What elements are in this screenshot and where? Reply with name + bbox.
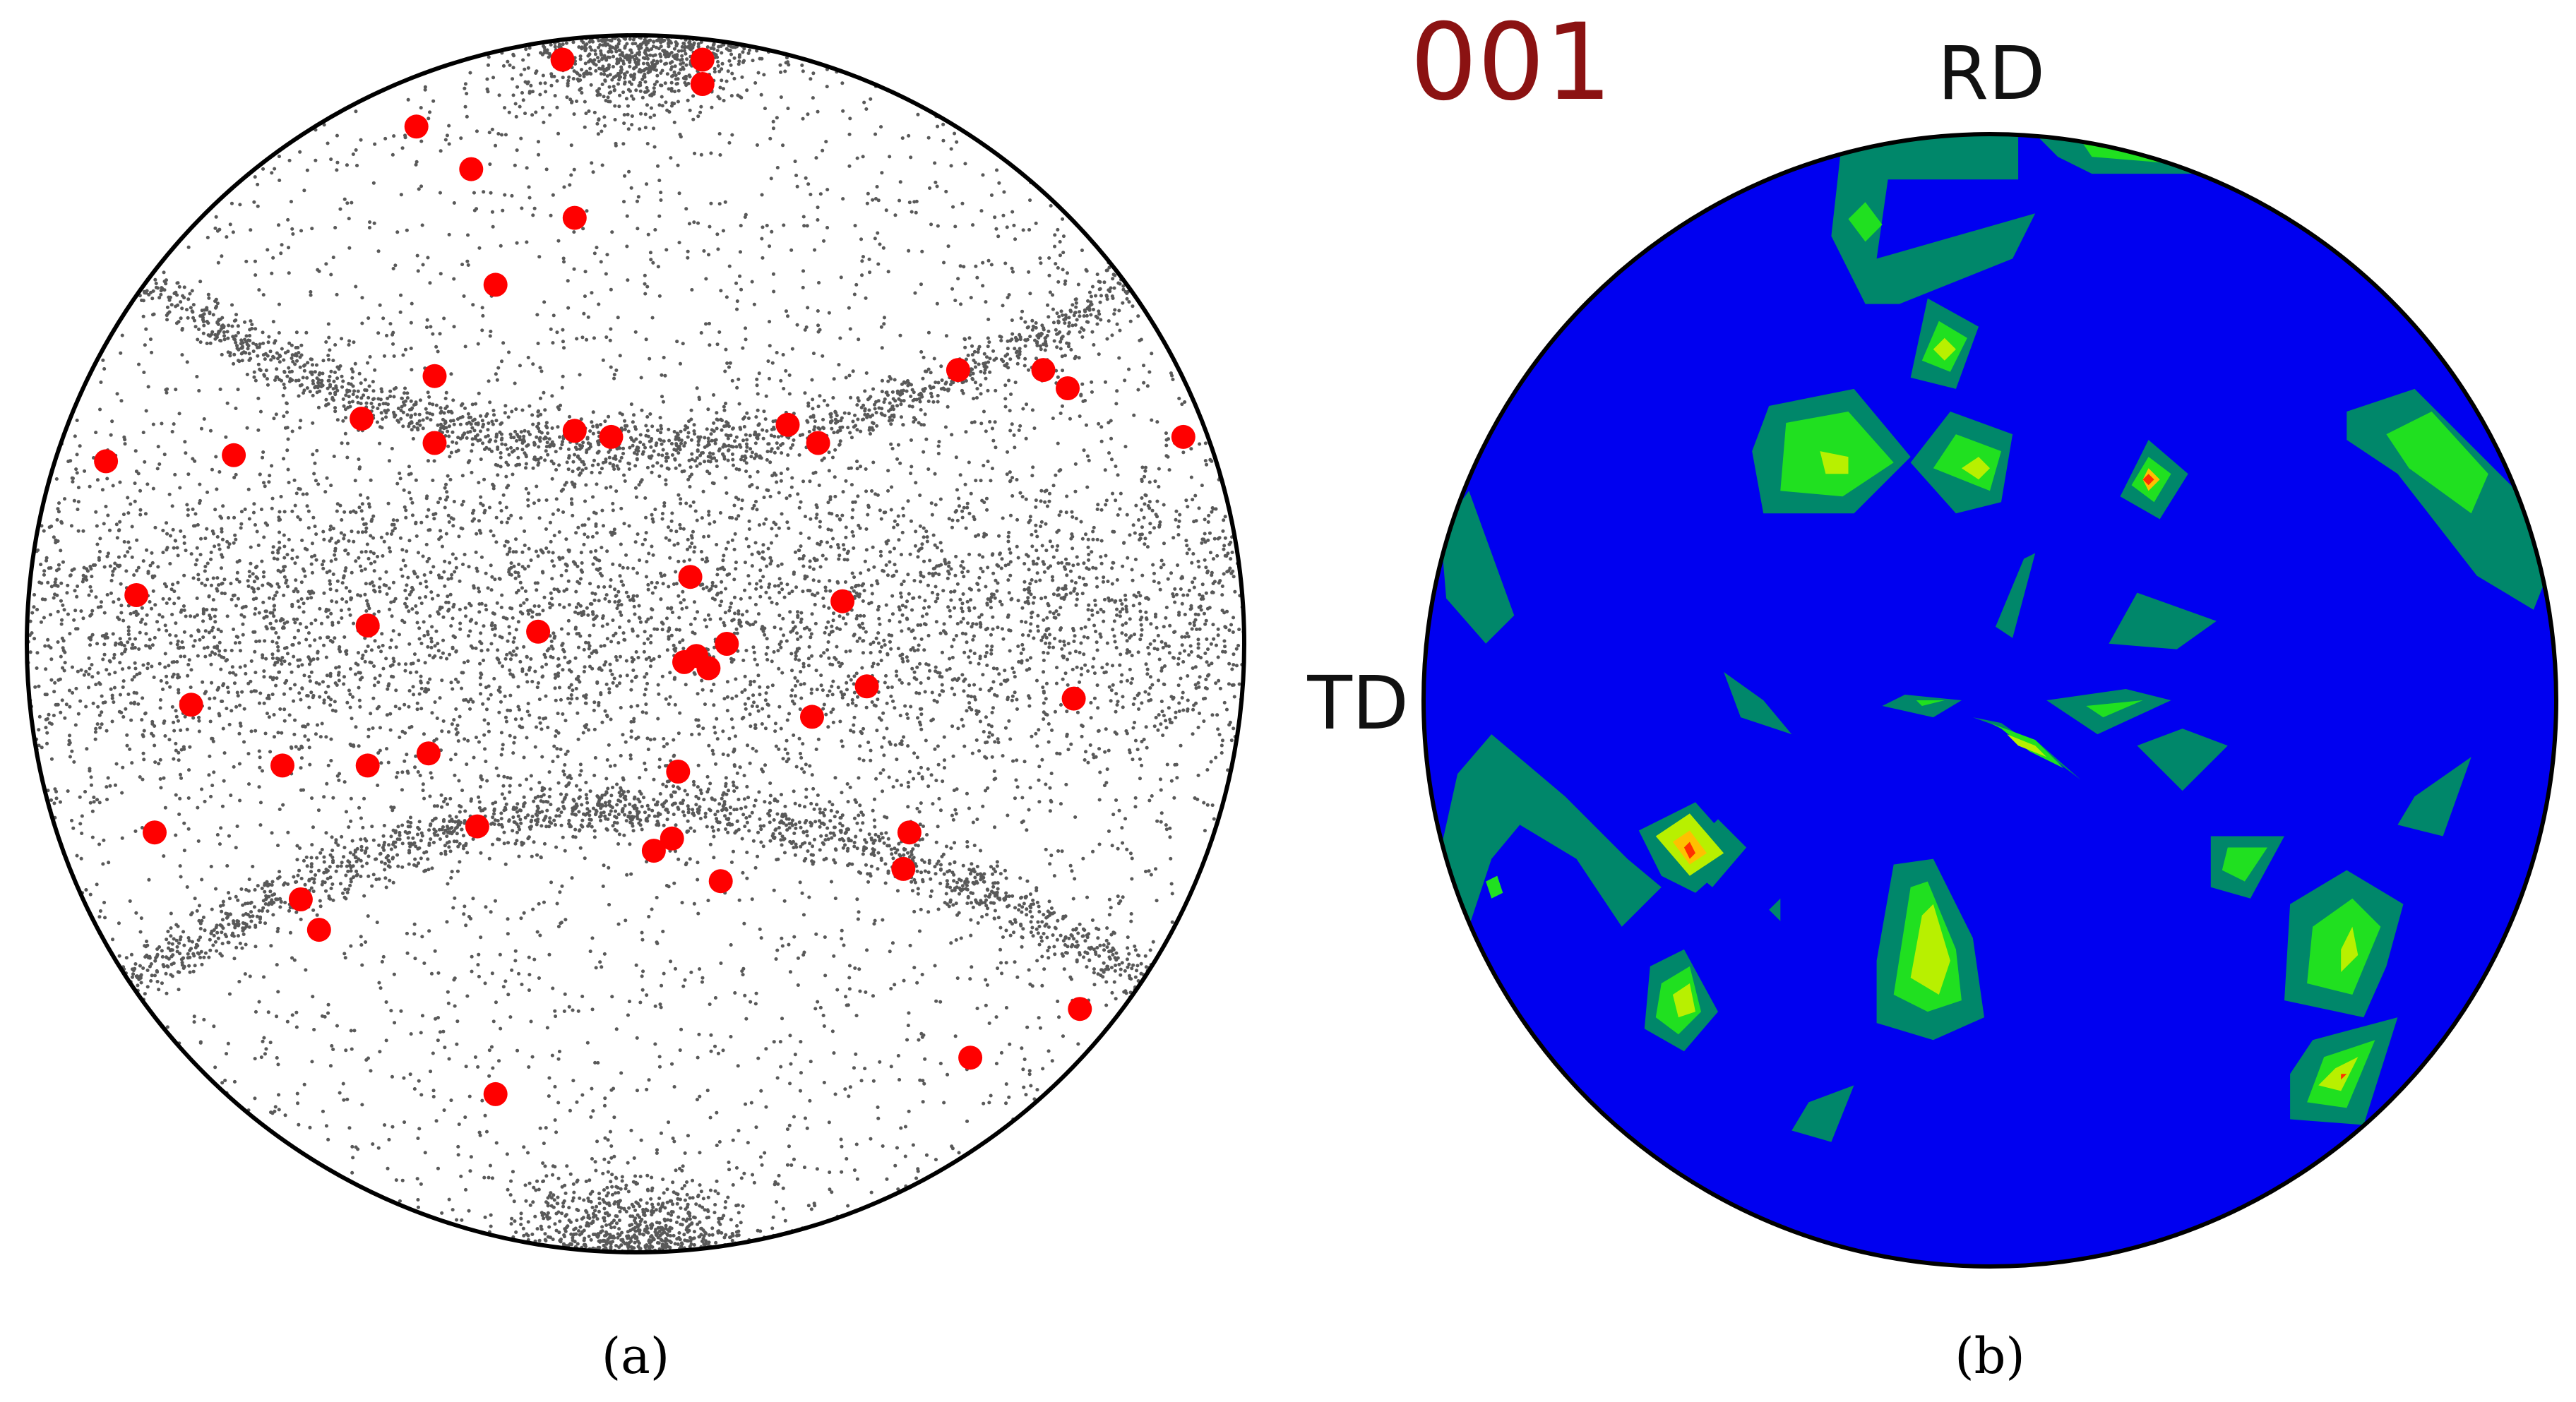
red-point-11 — [562, 419, 587, 443]
red-point-48 — [483, 1082, 508, 1106]
red-point-37 — [143, 820, 167, 845]
red-point-14 — [806, 431, 830, 455]
contour-region-11 — [1933, 434, 2001, 491]
red-point-22 — [830, 589, 855, 613]
red-point-23 — [355, 613, 380, 638]
red-point-8 — [350, 407, 374, 431]
red-point-12 — [599, 424, 624, 449]
contour-region-34 — [1486, 875, 1503, 899]
contour-region-55 — [2341, 1074, 2347, 1080]
red-point-15 — [946, 358, 970, 383]
red-point-41 — [897, 820, 922, 845]
contour-regions — [1424, 134, 2556, 1142]
panel-a-boundary-circle — [25, 33, 1246, 1254]
red-point-31 — [179, 693, 203, 717]
contour-region-12 — [1961, 457, 1990, 480]
contour-region-0 — [1831, 134, 2036, 304]
red-point-42 — [891, 856, 916, 881]
contour-region-20 — [1441, 491, 1515, 644]
red-point-30 — [1061, 686, 1086, 711]
red-point-36 — [666, 760, 691, 784]
contour-region-32 — [2397, 757, 2471, 837]
red-point-9 — [222, 443, 246, 467]
red-point-7 — [422, 364, 447, 388]
contour-region-16 — [2142, 474, 2154, 486]
panel-a-pole-scatter — [25, 33, 1246, 1254]
red-point-18 — [1171, 424, 1195, 449]
red-point-1 — [690, 47, 715, 72]
axis-label-td: TD — [1306, 660, 1409, 746]
red-point-19 — [94, 449, 119, 474]
red-point-34 — [355, 753, 380, 778]
contour-region-9 — [1820, 451, 1849, 474]
contour-region-56 — [1791, 1085, 1854, 1142]
red-point-3 — [404, 114, 429, 139]
red-point-25 — [715, 632, 739, 656]
contour-region-33 — [1424, 734, 1662, 927]
contour-region-30 — [2086, 700, 2143, 718]
red-point-20 — [124, 583, 149, 607]
contour-region-8 — [1780, 412, 1894, 497]
red-point-44 — [288, 887, 313, 911]
red-point-43 — [708, 869, 733, 894]
red-point-45 — [306, 918, 331, 942]
contour-region-51 — [1672, 983, 1695, 1018]
red-point-17 — [1056, 376, 1080, 400]
red-point-32 — [800, 705, 824, 729]
scatter-cloud-path — [27, 35, 1244, 1252]
red-point-21 — [678, 565, 703, 589]
red-point-38 — [465, 814, 489, 839]
red-point-10 — [422, 431, 447, 455]
panel-b-background — [1424, 134, 2556, 1266]
contour-region-22 — [2109, 592, 2217, 649]
contour-region-21 — [1996, 553, 2036, 638]
red-point-6 — [483, 272, 508, 297]
figure-title: 001 — [1410, 1, 1612, 124]
red-point-24 — [526, 619, 551, 644]
contour-region-1 — [1848, 202, 1883, 242]
red-point-5 — [562, 205, 587, 230]
red-point-40 — [641, 839, 666, 863]
axis-label-rd: RD — [1938, 30, 2045, 116]
contour-region-25 — [1916, 700, 1945, 706]
contour-region-39 — [1683, 841, 1695, 859]
red-point-2 — [690, 72, 715, 96]
red-point-29 — [854, 674, 879, 699]
red-point-28 — [684, 644, 709, 669]
red-highlight-points — [94, 47, 1195, 1106]
red-point-0 — [550, 47, 575, 72]
panel-b-boundary-circle — [1421, 132, 2558, 1269]
contour-region-45 — [1769, 898, 1781, 921]
caption-a: (a) — [602, 1327, 669, 1385]
contour-region-41 — [2222, 847, 2267, 882]
contour-region-44 — [1910, 904, 1950, 995]
red-point-39 — [660, 826, 684, 851]
contour-region-18 — [2386, 412, 2488, 514]
panel-b-pole-figure — [1421, 132, 2558, 1269]
red-point-16 — [1031, 358, 1056, 383]
contour-region-31 — [2137, 729, 2228, 791]
red-point-13 — [775, 412, 800, 437]
contour-region-6 — [1933, 337, 1956, 361]
caption-b: (b) — [1955, 1327, 2025, 1385]
contour-region-28 — [2007, 734, 2047, 757]
contour-region-23 — [1724, 671, 1792, 735]
contour-region-19 — [2533, 513, 2556, 548]
contour-region-54 — [2318, 1057, 2359, 1091]
red-point-33 — [270, 753, 294, 778]
scatter-point-cloud — [27, 35, 1244, 1252]
red-point-46 — [1068, 997, 1092, 1021]
contour-region-48 — [2341, 926, 2359, 972]
red-point-35 — [416, 741, 441, 766]
red-point-4 — [459, 157, 484, 181]
red-point-47 — [958, 1045, 983, 1070]
